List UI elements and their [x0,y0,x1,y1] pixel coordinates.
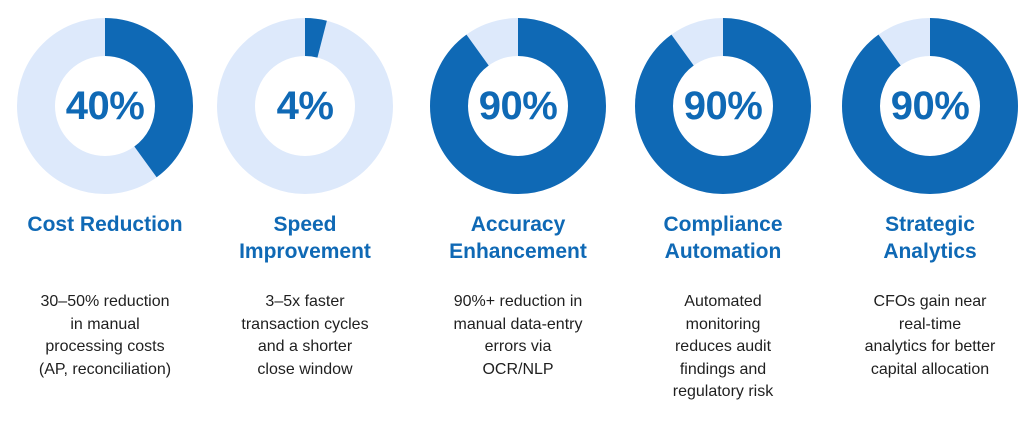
metric-desc-line: real-time [898,315,962,333]
metric-desc-line: capital allocation [870,360,990,378]
metric-desc-line: processing costs [45,338,165,355]
metric-card-strategic-analytics: 90% Strategic Analytics CFOs gain near r… [827,0,1024,427]
metric-title-line: Speed [273,213,337,236]
metric-title-line: Automation [664,240,782,263]
donut-percentage: 40% [65,83,145,128]
metric-desc-line: monitoring [685,315,761,333]
donut-chart: 90% [635,18,811,194]
donut-value-arc [430,18,606,194]
metric-desc-line: errors via [484,338,552,355]
metric-title: Speed Improvement [202,211,408,265]
donut-chart: 40% [17,18,193,194]
metric-desc-line: OCR/NLP [482,360,554,378]
donut-chart: 90% [842,18,1018,194]
donut-percentage: 4% [276,83,334,128]
metric-desc-line: analytics for better [864,338,996,355]
metric-title: Cost Reduction [2,211,208,238]
metric-title-line: Accuracy [470,213,566,236]
metric-desc-line: (AP, reconciliation) [38,360,172,378]
metric-description: 30–50% reduction in manual processing co… [2,291,208,381]
metric-desc-line: close window [257,360,353,378]
metric-description: 3–5x faster transaction cycles and a sho… [202,291,408,381]
donut-value-arc [842,18,1018,194]
metric-description: CFOs gain near real-time analytics for b… [827,291,1024,381]
metric-card-accuracy-enhancement: 90% Accuracy Enhancement 90%+ reduction … [415,0,621,427]
donut-value-arc [635,18,811,194]
metric-desc-line: 30–50% reduction [40,293,170,310]
metric-title: Accuracy Enhancement [415,211,621,265]
donut-percentage: 90% [478,83,558,128]
metric-card-cost-reduction: 40% Cost Reduction 30–50% reduction in m… [2,0,208,427]
metric-desc-line: 3–5x faster [265,293,345,310]
donut-percentage: 90% [683,83,763,128]
metric-card-speed-improvement: 4% Speed Improvement 3–5x faster transac… [202,0,408,427]
metric-title-line: Improvement [239,240,371,263]
metric-description: Automated monitoring reduces audit findi… [620,291,826,404]
metric-desc-line: findings and [679,360,767,378]
donut-svg [430,18,606,194]
metric-desc-line: CFOs gain near [873,293,987,310]
metric-desc-line: manual data-entry [453,315,583,333]
metric-title-line: Analytics [883,240,977,263]
donut-chart: 4% [217,18,393,194]
metric-desc-line: reduces audit [674,338,772,355]
metric-card-compliance-automation: 90% Compliance Automation Automated moni… [620,0,826,427]
metric-desc-line: transaction cycles [241,315,369,333]
metric-desc-line: regulatory risk [672,383,774,400]
metric-title-line: Cost Reduction [27,213,183,236]
donut-svg [17,18,193,194]
metric-description: 90%+ reduction in manual data-entry erro… [415,291,621,381]
donut-percentage: 90% [890,83,970,128]
metric-title-line: Strategic [885,213,975,236]
donut-value-arc [217,18,393,194]
donut-chart: 90% [430,18,606,194]
metric-title: Strategic Analytics [827,211,1024,265]
metric-desc-line: 90%+ reduction in [453,293,583,310]
donut-value-arc [17,18,193,194]
metric-desc-line: in manual [70,315,140,333]
metric-desc-line: and a shorter [257,338,353,355]
metric-title-line: Enhancement [449,240,587,263]
metric-title-line: Compliance [663,213,783,236]
donut-svg [635,18,811,194]
donut-svg [217,18,393,194]
metric-title: Compliance Automation [620,211,826,265]
donut-svg [842,18,1018,194]
metric-desc-line: Automated [684,293,762,310]
